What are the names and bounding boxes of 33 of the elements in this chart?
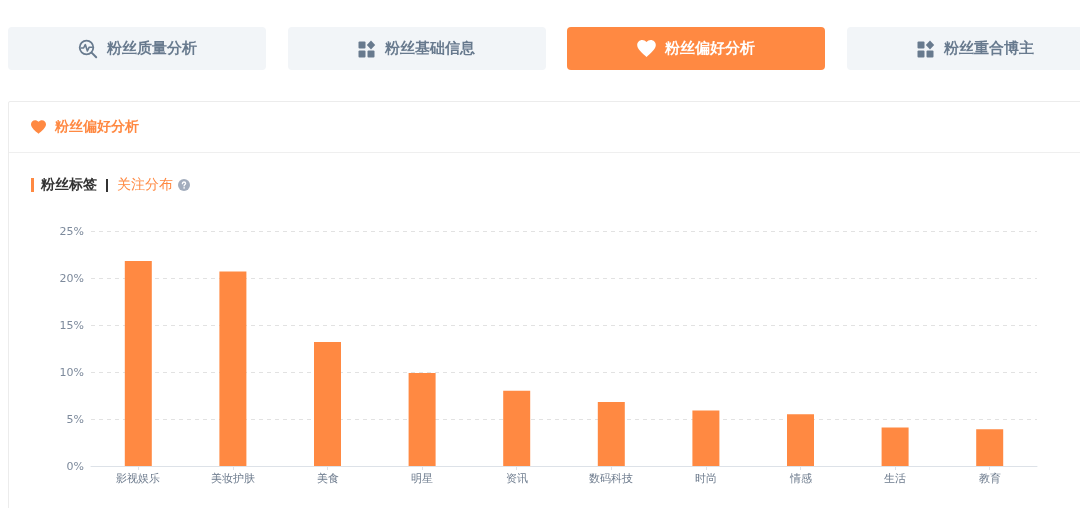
bar [503,390,531,466]
x-tick-label: 影视娱乐 [116,472,161,485]
x-tick-label: 教育 [978,472,1001,485]
x-tick-label: 明星 [411,472,434,485]
y-tick-label: 20% [59,271,84,285]
bar [692,410,720,466]
y-tick-label: 15% [59,318,84,332]
bar [219,271,247,466]
y-tick-label: 25% [59,224,84,238]
y-tick-label: 10% [59,365,84,379]
chart-title: 粉丝偏好分析 [55,118,139,136]
bar [976,429,1004,466]
y-tick-label: 5% [66,412,84,426]
bar [787,414,814,466]
tab-button: 粉丝偏好分析 [567,27,825,70]
tab-button: 粉丝基础信息 [287,27,546,70]
y-tick-label: 0% [66,459,84,473]
tab-button: 粉丝重合博主 [846,27,1080,70]
x-tick-label: 情感 [788,472,812,485]
x-tick-label: 生活 [884,472,907,485]
bar [408,372,436,466]
bar [881,427,909,466]
text: 关注分布 [117,176,173,194]
bar [124,261,152,466]
chart-subtitle: 粉丝标签 [41,176,97,194]
x-tick-label: 数码科技 [589,472,634,485]
x-tick-label: 时尚 [694,472,717,485]
bar [597,402,625,466]
x-tick-label: 资讯 [505,472,528,485]
x-tick-label: 美食 [316,472,339,485]
x-tick-label: 美妆护肤 [210,472,255,485]
tab-button: 粉丝质量分析 [8,27,266,70]
bar [314,341,341,466]
